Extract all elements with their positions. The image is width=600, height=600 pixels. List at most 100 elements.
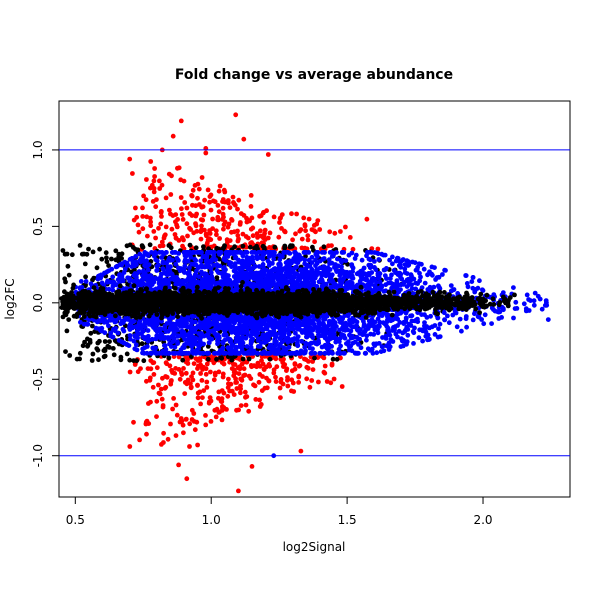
blue-point (393, 258, 399, 264)
black-point (254, 243, 259, 249)
red-point (289, 368, 295, 374)
red-point (285, 377, 290, 383)
red-point (192, 183, 198, 188)
blue-point (539, 306, 545, 312)
red-point (153, 235, 159, 241)
red-point (284, 368, 289, 373)
red-point (192, 427, 198, 433)
red-point (289, 211, 294, 217)
red-point (158, 386, 164, 392)
red-point (144, 177, 149, 182)
red-point (212, 407, 218, 413)
blue-point (196, 250, 202, 255)
red-point (196, 186, 202, 192)
red-point (235, 206, 240, 212)
blue-point (83, 279, 89, 284)
black-point (101, 354, 107, 360)
red-point (145, 366, 151, 371)
red-point (248, 193, 254, 198)
blue-point (421, 266, 427, 272)
red-point (297, 363, 303, 368)
red-point (277, 220, 282, 225)
red-point (167, 207, 172, 213)
red-point (243, 394, 248, 400)
red-point (220, 205, 226, 211)
black-point (218, 355, 224, 360)
red-point (135, 369, 141, 375)
red-point (200, 217, 206, 223)
blue-point (428, 313, 433, 319)
red-point (197, 202, 202, 207)
black-point (102, 339, 108, 344)
red-point (232, 362, 238, 367)
red-point (158, 210, 164, 216)
red-point (306, 216, 312, 222)
blue-point (204, 254, 210, 259)
red-point (168, 379, 174, 384)
blue-point (211, 350, 217, 356)
red-point (200, 395, 205, 400)
blue-point (429, 264, 435, 270)
red-point (206, 399, 212, 405)
blue-point (334, 269, 340, 274)
red-point (189, 417, 195, 422)
blue-point (411, 341, 416, 346)
blue-point (133, 342, 139, 348)
blue-point (319, 250, 325, 255)
blue-point (216, 334, 222, 339)
red-point (168, 421, 173, 427)
red-point (210, 226, 216, 232)
red-point (331, 376, 337, 382)
blue-point (450, 287, 456, 293)
blue-point (252, 264, 258, 269)
red-point (339, 384, 345, 389)
red-point (159, 396, 165, 402)
red-point (243, 402, 249, 408)
blue-point (464, 281, 470, 286)
blue-point (383, 336, 389, 341)
red-point (137, 437, 143, 443)
blue-point (244, 276, 250, 282)
blue-point (329, 344, 334, 349)
blue-point (366, 256, 372, 262)
black-point (90, 351, 96, 357)
red-point (127, 369, 133, 375)
black-point (127, 357, 133, 363)
blue-point (173, 321, 178, 327)
blue-point (140, 323, 146, 329)
red-point (229, 366, 235, 371)
blue-point (311, 340, 317, 345)
red-point (285, 383, 291, 389)
blue-point (189, 318, 194, 324)
blue-point (144, 251, 150, 257)
red-point (170, 370, 175, 375)
red-point (151, 360, 157, 365)
red-point (135, 222, 141, 228)
blue-point (513, 299, 519, 305)
red-point (327, 229, 333, 235)
red-point (178, 195, 184, 200)
red-point (152, 174, 158, 179)
black-point (66, 272, 72, 278)
red-point (329, 243, 334, 249)
red-point (305, 365, 311, 371)
red-point (161, 235, 167, 241)
black-point (63, 349, 68, 354)
red-point (248, 204, 254, 209)
blue-point (298, 267, 304, 272)
black-point (330, 356, 336, 362)
blue-point (249, 339, 255, 345)
red-point (181, 178, 187, 184)
blue-point (342, 335, 348, 341)
blue-point (232, 263, 238, 268)
red-point (183, 359, 189, 365)
red-point (181, 246, 187, 252)
blue-point (528, 298, 533, 303)
red-point (239, 361, 245, 367)
red-point (265, 235, 271, 241)
blue-point (524, 292, 530, 298)
red-point (226, 376, 231, 382)
red-point (322, 363, 328, 369)
red-point (244, 215, 249, 221)
